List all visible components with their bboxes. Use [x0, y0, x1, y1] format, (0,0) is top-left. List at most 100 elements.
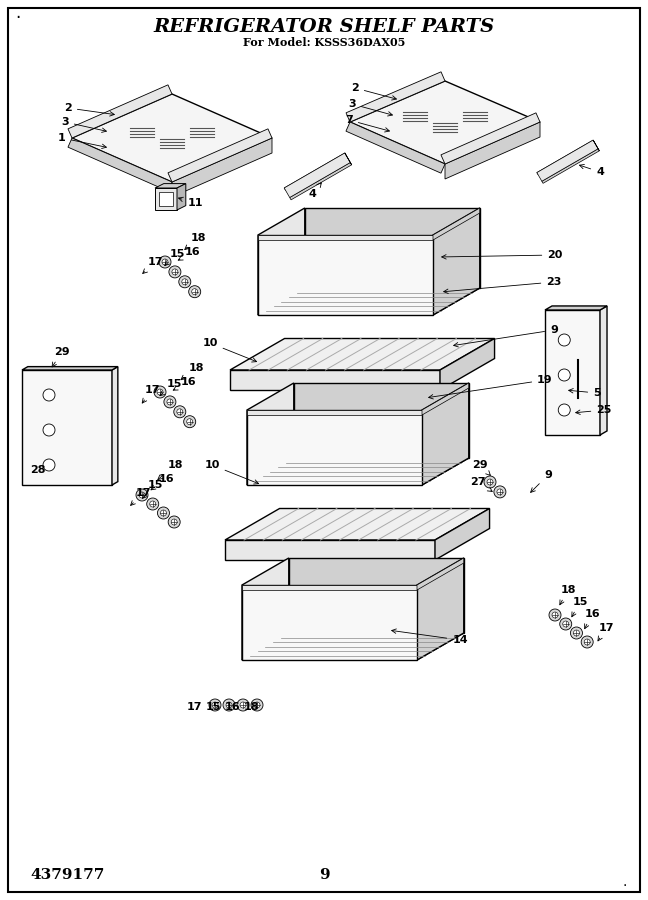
Circle shape: [157, 507, 169, 519]
Text: 4: 4: [579, 165, 604, 177]
Text: .: .: [623, 875, 627, 889]
Polygon shape: [294, 383, 469, 458]
Text: 17: 17: [598, 623, 614, 641]
Polygon shape: [230, 370, 440, 390]
Circle shape: [159, 256, 171, 268]
Circle shape: [162, 259, 168, 265]
Polygon shape: [545, 306, 607, 310]
Circle shape: [484, 476, 496, 488]
Text: 15: 15: [143, 480, 163, 499]
Text: REFRIGERATOR SHELF PARTS: REFRIGERATOR SHELF PARTS: [154, 18, 494, 36]
Circle shape: [573, 630, 579, 636]
Circle shape: [254, 702, 260, 708]
Polygon shape: [177, 184, 186, 210]
Text: 4379177: 4379177: [30, 868, 104, 882]
Polygon shape: [345, 153, 352, 165]
Circle shape: [192, 289, 198, 294]
Text: 16: 16: [173, 377, 196, 391]
Polygon shape: [305, 208, 480, 288]
Polygon shape: [346, 72, 445, 122]
Circle shape: [183, 416, 196, 428]
Polygon shape: [68, 85, 172, 138]
Circle shape: [558, 369, 570, 381]
Polygon shape: [284, 153, 351, 197]
Circle shape: [212, 702, 218, 708]
Text: 18: 18: [158, 460, 183, 480]
Polygon shape: [445, 122, 540, 179]
Text: ·: ·: [16, 9, 21, 27]
Circle shape: [154, 386, 166, 398]
Polygon shape: [242, 633, 464, 660]
Text: 3: 3: [61, 117, 106, 132]
Circle shape: [174, 406, 186, 418]
Circle shape: [136, 489, 148, 501]
Text: 4: 4: [308, 183, 321, 199]
Circle shape: [226, 702, 232, 708]
Circle shape: [157, 389, 163, 395]
Circle shape: [562, 621, 569, 627]
Polygon shape: [258, 235, 433, 315]
Text: 16: 16: [584, 609, 600, 629]
Circle shape: [179, 275, 191, 288]
Polygon shape: [242, 558, 289, 660]
Text: 18: 18: [185, 233, 206, 249]
Text: 29: 29: [52, 347, 70, 367]
Polygon shape: [433, 208, 480, 240]
Text: 16: 16: [178, 247, 201, 260]
Polygon shape: [422, 383, 469, 485]
Text: For Model: KSSS36DAX05: For Model: KSSS36DAX05: [243, 37, 405, 48]
Text: 16: 16: [224, 702, 240, 712]
Polygon shape: [242, 585, 417, 590]
Polygon shape: [159, 192, 173, 206]
Circle shape: [584, 639, 590, 645]
Circle shape: [494, 486, 506, 498]
Polygon shape: [290, 163, 352, 200]
Circle shape: [560, 618, 572, 630]
Text: 9: 9: [531, 470, 552, 492]
Circle shape: [497, 489, 503, 495]
Polygon shape: [155, 188, 177, 210]
Polygon shape: [112, 366, 118, 485]
Polygon shape: [168, 129, 272, 182]
Circle shape: [177, 409, 183, 415]
Polygon shape: [600, 306, 607, 435]
Polygon shape: [289, 558, 464, 633]
Circle shape: [139, 492, 145, 498]
Text: 10: 10: [204, 460, 259, 484]
Polygon shape: [440, 338, 494, 390]
Circle shape: [171, 519, 177, 525]
Polygon shape: [247, 410, 422, 485]
Text: 18: 18: [243, 702, 259, 712]
Polygon shape: [68, 138, 172, 191]
Text: 19: 19: [429, 375, 553, 399]
Text: 29: 29: [472, 460, 491, 475]
Polygon shape: [435, 508, 489, 560]
Polygon shape: [542, 148, 599, 184]
Text: 2: 2: [64, 103, 114, 116]
Text: 14: 14: [391, 629, 468, 645]
Text: 15: 15: [160, 379, 181, 396]
Text: 18: 18: [560, 585, 576, 605]
Circle shape: [552, 612, 558, 618]
Text: 2: 2: [351, 83, 397, 100]
Circle shape: [168, 516, 180, 528]
Text: 16: 16: [151, 474, 174, 490]
Polygon shape: [346, 122, 445, 173]
Polygon shape: [225, 540, 435, 560]
Text: 9: 9: [454, 325, 558, 347]
Circle shape: [549, 609, 561, 621]
Polygon shape: [350, 81, 540, 164]
Text: 27: 27: [470, 477, 492, 491]
Polygon shape: [537, 140, 598, 181]
Text: 28: 28: [30, 465, 46, 475]
Circle shape: [581, 636, 593, 648]
Polygon shape: [247, 458, 469, 485]
Polygon shape: [422, 383, 469, 415]
Polygon shape: [258, 288, 480, 315]
Polygon shape: [417, 558, 464, 590]
Polygon shape: [284, 153, 346, 190]
Circle shape: [43, 424, 55, 436]
Text: 25: 25: [575, 405, 612, 415]
Text: 15: 15: [572, 597, 588, 617]
Polygon shape: [172, 138, 272, 197]
